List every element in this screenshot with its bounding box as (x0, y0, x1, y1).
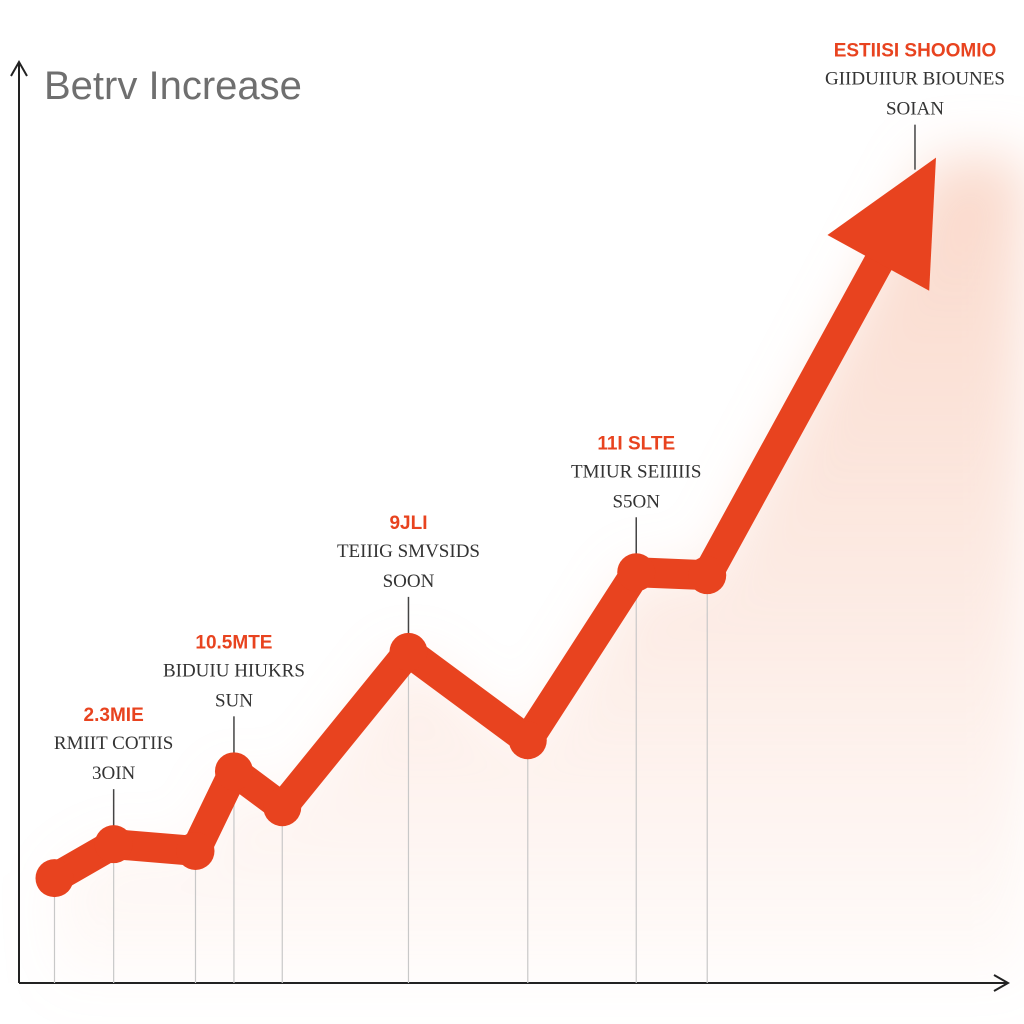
area-glow (54, 157, 1024, 983)
annotation-value: 2.3MIE (84, 705, 144, 726)
data-point (35, 859, 74, 898)
annotation-label: RMIIT COTIIS (54, 733, 173, 754)
chart-title: Betrv Increase (44, 64, 302, 108)
data-point (263, 788, 302, 827)
axes (10, 59, 1011, 992)
x-axis-arrowhead (993, 974, 1011, 992)
annotation-value: 9JLI (389, 513, 427, 534)
data-point (688, 556, 727, 595)
series-arrowhead (827, 157, 936, 291)
annotation-value: ESTIISI SHOOMIO (834, 41, 997, 62)
annotation: 11I SLTE TMIUR SEIIIIIS S5ON (571, 433, 701, 512)
annotation-sublabel: S5ON (612, 491, 660, 512)
annotation-sublabel: SOIAN (886, 99, 944, 120)
annotation-sublabel: 3OIN (92, 763, 136, 784)
annotation-sublabel: SOON (383, 571, 435, 592)
series-line (39, 239, 899, 894)
annotation: 9JLI TEIIIG SMVSIDS SOON (337, 513, 480, 592)
annotation-label: TMIUR SEIIIIIS (571, 461, 701, 482)
annotation-label: GIIDUIIUR BIOUNES (825, 69, 1005, 90)
drop-lines (53, 572, 708, 983)
annotation: 10.5MTE BIDUIU HIUKRS SUN (163, 632, 305, 711)
annotation-label: TEIIIG SMVSIDS (337, 541, 480, 562)
annotation: 2.3MIE RMIIT COTIIS 3OIN (54, 705, 173, 784)
point-markers (35, 553, 727, 898)
annotation-value: 11I SLTE (597, 433, 675, 454)
data-point (617, 553, 656, 592)
annotation-label: BIDUIU HIUKRS (163, 660, 305, 681)
annotation-value: 10.5MTE (195, 632, 272, 653)
data-point (214, 752, 253, 791)
data-point (94, 825, 133, 864)
data-point (389, 632, 428, 671)
annotation: ESTIISI SHOOMIO GIIDUIIUR BIOUNES SOIAN (825, 41, 1005, 120)
annotations: 2.3MIE RMIIT COTIIS 3OIN 10.5MTE BIDUIU HIUK… (54, 41, 1005, 784)
series-line-layer (39, 157, 936, 894)
data-point (176, 831, 215, 870)
y-axis-arrowhead (10, 59, 28, 77)
data-point (508, 721, 547, 760)
annotation-sublabel: SUN (215, 690, 253, 711)
area-glow-shape (54, 157, 1024, 983)
